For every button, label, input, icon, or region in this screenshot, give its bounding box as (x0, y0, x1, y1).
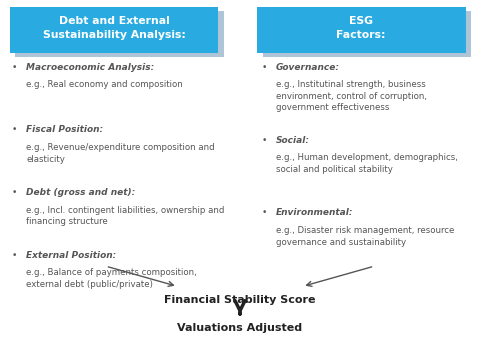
Text: Fiscal Position:: Fiscal Position: (26, 125, 104, 135)
Text: Debt (gross and net):: Debt (gross and net): (26, 188, 136, 197)
FancyBboxPatch shape (263, 11, 471, 57)
Text: e.g., Balance of payments composition,
external debt (public/private): e.g., Balance of payments composition, e… (26, 268, 197, 289)
FancyBboxPatch shape (257, 7, 466, 53)
Text: ESG
Factors:: ESG Factors: (336, 16, 386, 40)
Text: Valuations Adjusted: Valuations Adjusted (178, 323, 302, 333)
Text: e.g., Revenue/expenditure composition and
elasticity: e.g., Revenue/expenditure composition an… (26, 143, 215, 163)
Text: e.g., Disaster risk management, resource
governance and sustainability: e.g., Disaster risk management, resource… (276, 226, 455, 246)
FancyBboxPatch shape (10, 7, 218, 53)
Text: •: • (12, 188, 17, 197)
FancyBboxPatch shape (15, 11, 224, 57)
Text: Governance:: Governance: (276, 63, 340, 72)
Text: Macroeconomic Analysis:: Macroeconomic Analysis: (26, 63, 155, 72)
Text: External Position:: External Position: (26, 251, 117, 260)
Text: e.g., Real economy and composition: e.g., Real economy and composition (26, 80, 183, 89)
Text: e.g., Incl. contingent liabilities, ownership and
financing structure: e.g., Incl. contingent liabilities, owne… (26, 206, 225, 226)
Text: •: • (12, 63, 17, 72)
Text: •: • (262, 63, 267, 72)
Text: Environmental:: Environmental: (276, 208, 353, 218)
Text: •: • (12, 251, 17, 260)
Text: Debt and External
Sustainability Analysis:: Debt and External Sustainability Analysi… (43, 16, 185, 40)
Text: e.g., Institutinal strength, business
environment, control of corruption,
govern: e.g., Institutinal strength, business en… (276, 80, 427, 112)
Text: •: • (262, 136, 267, 145)
Text: Financial Stability Score: Financial Stability Score (164, 295, 316, 305)
Text: e.g., Human development, demographics,
social and political stability: e.g., Human development, demographics, s… (276, 153, 458, 174)
Text: •: • (262, 208, 267, 218)
Text: •: • (12, 125, 17, 135)
Text: Social:: Social: (276, 136, 310, 145)
